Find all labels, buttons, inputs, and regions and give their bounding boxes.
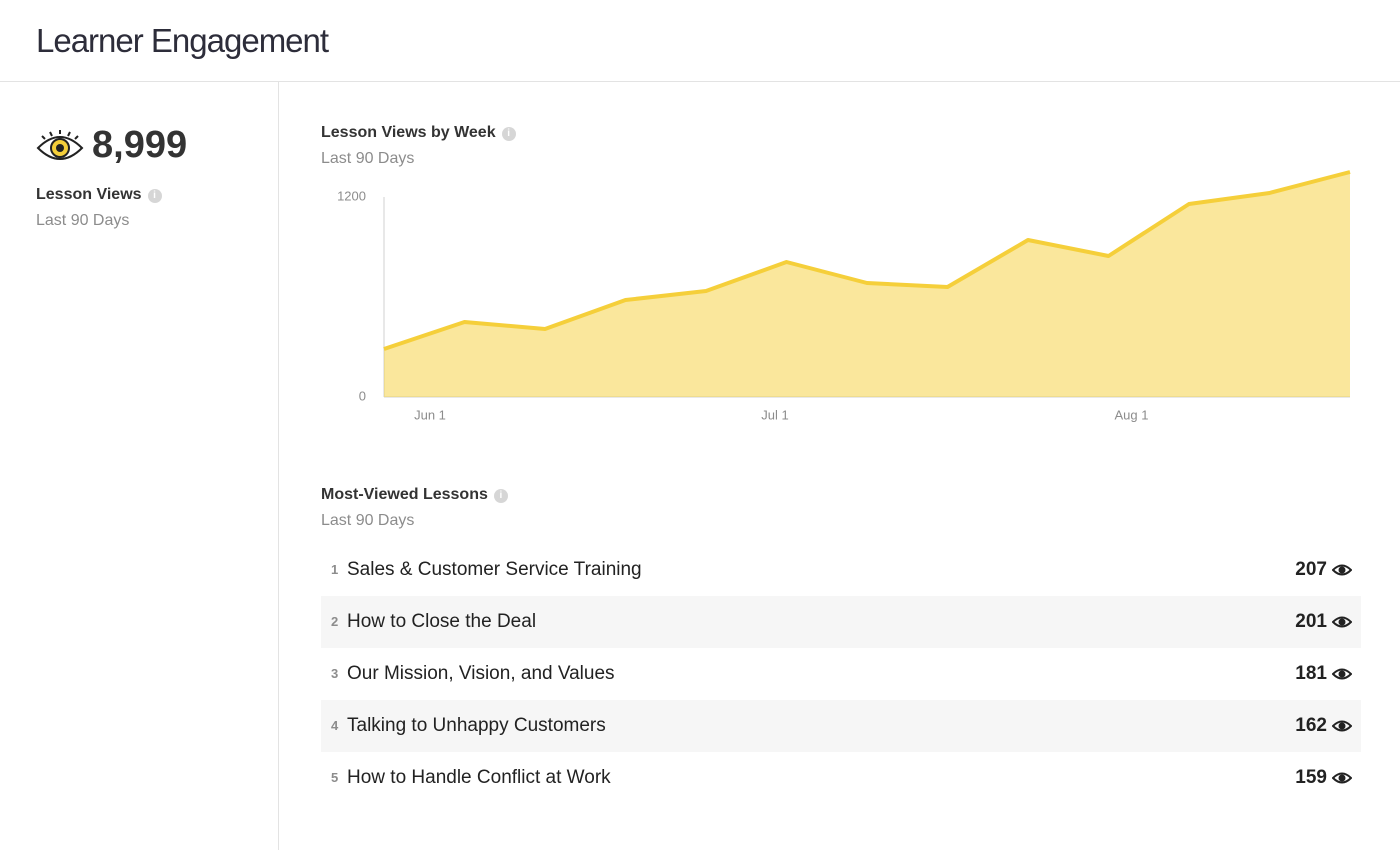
lesson-views: 181: [1295, 663, 1327, 684]
x-tick-label: Jun 1: [414, 407, 446, 422]
lesson-rank: 3: [331, 666, 339, 681]
lesson-row[interactable]: 4 Talking to Unhappy Customers 162: [321, 700, 1361, 752]
info-icon[interactable]: i: [147, 189, 162, 203]
lesson-title[interactable]: How to Handle Conflict at Work: [347, 767, 611, 788]
summary-label: Lesson Views i: [36, 186, 162, 204]
lesson-title[interactable]: Our Mission, Vision, and Values: [347, 663, 615, 684]
area-line: [383, 170, 1351, 351]
lesson-row[interactable]: 1 Sales & Customer Service Training 207: [321, 544, 1361, 596]
eye-icon: [36, 130, 84, 160]
info-icon[interactable]: i: [501, 127, 516, 141]
eye-icon: [1332, 668, 1352, 680]
lesson-title[interactable]: Talking to Unhappy Customers: [347, 715, 606, 736]
summary-period: Last 90 Days: [36, 212, 130, 229]
lesson-row[interactable]: 3 Our Mission, Vision, and Values 181: [321, 648, 1361, 700]
lesson-views: 159: [1295, 767, 1327, 788]
sidebar: [0, 82, 279, 850]
total-views: 8,999: [92, 124, 188, 166]
eye-icon: [1332, 616, 1352, 628]
chart-title: Lesson Views by Week i: [321, 124, 516, 142]
lesson-rank: 5: [331, 770, 339, 785]
summary-label-text: Lesson Views: [36, 186, 142, 203]
chart-title-text: Lesson Views by Week: [321, 124, 496, 141]
lesson-row[interactable]: 2 How to Close the Deal 201: [321, 596, 1361, 648]
eye-icon: [1332, 564, 1352, 576]
lesson-title[interactable]: How to Close the Deal: [347, 611, 537, 632]
eye-icon: [1332, 772, 1352, 784]
info-icon[interactable]: i: [493, 489, 508, 503]
lessons-subtitle: Last 90 Days: [321, 512, 415, 529]
y-tick-label: 0: [359, 388, 366, 403]
lesson-title[interactable]: Sales & Customer Service Training: [347, 559, 642, 580]
y-tick-label: 1200: [337, 188, 366, 203]
lessons-title-text: Most-Viewed Lessons: [321, 486, 488, 503]
lesson-views: 162: [1295, 715, 1327, 736]
lesson-row[interactable]: 5 How to Handle Conflict at Work 159: [321, 752, 1361, 804]
lesson-rank: 2: [331, 614, 339, 629]
lesson-rank: 4: [331, 718, 339, 733]
lesson-views: 201: [1295, 611, 1327, 632]
page-title: Learner Engagement: [36, 22, 329, 59]
header: Learner Engagement: [0, 0, 1400, 82]
eye-icon: [1332, 720, 1352, 732]
chart: 0 1200 Jun 1 Jul 1 Aug 1: [337, 170, 1351, 422]
x-tick-label: Jul 1: [761, 407, 788, 422]
lesson-views: 207: [1295, 559, 1327, 580]
lessons-title: Most-Viewed Lessons i: [321, 486, 508, 504]
lesson-rank: 1: [331, 562, 339, 577]
x-tick-label: Aug 1: [1115, 407, 1149, 422]
chart-subtitle: Last 90 Days: [321, 150, 415, 167]
